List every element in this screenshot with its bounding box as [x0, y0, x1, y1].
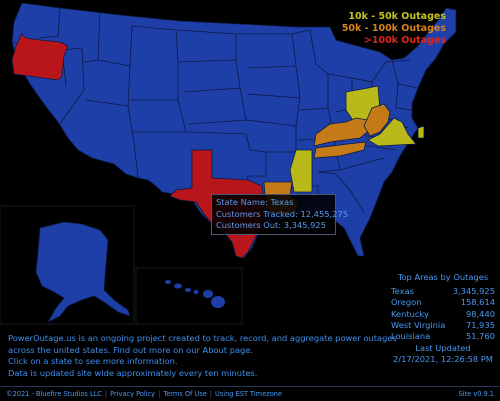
info-line-3: Click on a state to see more information… — [8, 356, 178, 366]
state-oregon[interactable] — [11, 33, 69, 81]
inset-frame-alaska — [0, 205, 135, 325]
footer-copyright: ©2021 - Bluefire Studios LLC — [6, 390, 102, 398]
footer-separator: | — [104, 390, 108, 398]
info-line-2: across the united states. Find out more … — [8, 344, 254, 355]
state-tennessee[interactable] — [313, 141, 367, 159]
area-name: West Virginia — [391, 319, 446, 330]
area-row[interactable]: West Virginia 71,935 — [391, 320, 495, 331]
state-alaska[interactable] — [35, 221, 131, 323]
area-row[interactable]: Texas 3,345,925 — [391, 286, 495, 297]
inset-frame-hawaii — [135, 267, 243, 325]
area-value: 158,614 — [460, 297, 495, 308]
legend-entry-10k-50k: 10k - 50k Outages — [348, 11, 446, 22]
state-west-virginia[interactable] — [363, 103, 391, 137]
outage-map: 10k - 50k Outages 50k - 100k Outages >10… — [0, 2, 495, 379]
area-name: Oregon — [391, 297, 422, 308]
tooltip-customers-out: Customers Out: 3,345,925 — [216, 220, 326, 230]
outage-legend: 10k - 50k Outages 50k - 100k Outages >10… — [342, 11, 446, 47]
area-value: 98,440 — [465, 308, 495, 319]
area-row[interactable]: Kentucky 98,440 — [391, 309, 495, 320]
tooltip-state-name: State Name: Texas — [216, 197, 294, 207]
info-line-1: PowerOutage.us is an ongoing project cre… — [8, 333, 397, 343]
state-mississippi[interactable] — [289, 149, 313, 193]
footer: ©2021 - Bluefire Studios LLC | Privacy Pol… — [0, 386, 500, 401]
state-hawaii[interactable] — [165, 280, 225, 308]
footer-links: ©2021 - Bluefire Studios LLC | Privacy Pol… — [6, 387, 282, 401]
site-version: Site v0.9.1 — [458, 390, 494, 398]
state-tooltip: State Name: Texas Customers Tracked: 12,… — [211, 194, 348, 235]
area-value: 71,935 — [465, 319, 495, 330]
area-value: 51,760 — [465, 331, 495, 342]
area-name: Texas — [391, 286, 414, 296]
legend-entry-50k-100k: 50k - 100k Outages — [341, 23, 446, 34]
top-areas-panel: Top Areas by Outages Texas 3,345,925 Ore… — [391, 272, 495, 365]
legend-entry-100k-plus: >100k Outages — [363, 35, 446, 46]
footer-separator: | — [209, 390, 212, 398]
footer-separator: | — [158, 390, 161, 398]
tooltip-customers-tracked: Customers Tracked: 12,455,275 — [216, 208, 348, 219]
state-virginia[interactable] — [367, 117, 417, 147]
terms-of-use-link[interactable]: Terms Of Use — [163, 390, 207, 398]
timezone-link[interactable]: Using EST Timezone — [215, 390, 282, 398]
area-name: Louisiana — [391, 331, 431, 342]
area-row[interactable]: Louisiana 51,760 — [391, 331, 495, 342]
state-base-usa[interactable] — [11, 2, 457, 259]
last-updated-label: Last Updated — [415, 343, 471, 354]
top-areas-title: Top Areas by Outages — [397, 272, 489, 282]
privacy-policy-link[interactable]: Privacy Policy — [110, 390, 156, 398]
last-updated-value: 2/17/2021, 12:26:58 PM — [393, 354, 493, 365]
info-text: PowerOutage.us is an ongoing project cre… — [8, 333, 448, 379]
area-name: Kentucky — [391, 308, 429, 319]
area-value: 3,345,925 — [452, 286, 495, 296]
area-row[interactable]: Oregon 158,614 — [391, 297, 495, 308]
info-line-4: Data is updated site wide approximately … — [8, 367, 258, 378]
state-delaware[interactable] — [417, 125, 425, 139]
